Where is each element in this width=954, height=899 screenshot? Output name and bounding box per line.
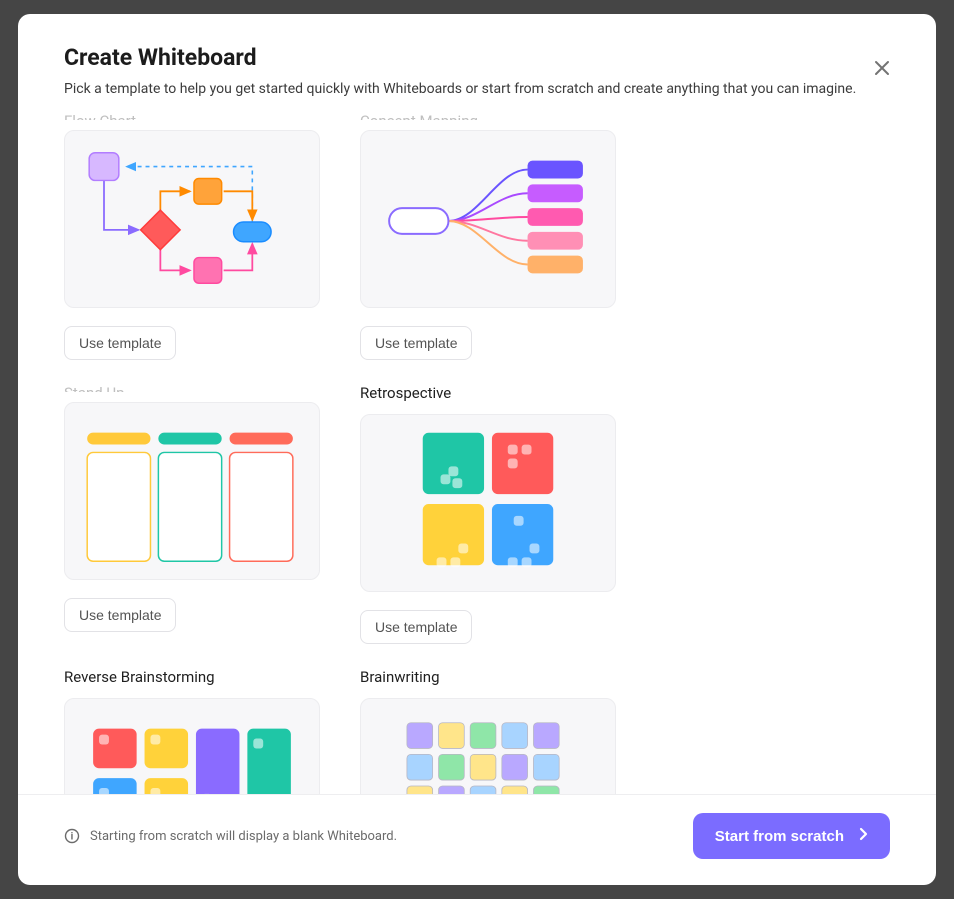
start-from-scratch-label: Start from scratch (715, 828, 844, 845)
close-button[interactable] (870, 58, 894, 82)
template-title: Reverse Brainstorming (64, 668, 320, 686)
chevron-right-icon (858, 827, 868, 845)
template-title: Concept Mapping (360, 112, 616, 120)
template-preview[interactable] (64, 130, 320, 308)
use-template-button[interactable]: Use template (360, 326, 472, 360)
modal-subtitle: Pick a template to help you get started … (64, 81, 890, 97)
template-preview[interactable] (64, 402, 320, 580)
template-title: Flow Chart (64, 112, 320, 120)
start-from-scratch-button[interactable]: Start from scratch (693, 813, 890, 859)
modal-title: Create Whiteboard (64, 44, 890, 71)
create-whiteboard-modal: Create Whiteboard Pick a template to hel… (18, 14, 936, 885)
template-concept-mapping: Concept Mapping Use template (360, 112, 616, 360)
modal-header: Create Whiteboard Pick a template to hel… (18, 14, 936, 112)
modal-footer: i Starting from scratch will display a b… (18, 794, 936, 885)
svg-text:i: i (71, 832, 74, 843)
template-flow-chart: Flow Chart Use template (64, 112, 320, 360)
footer-note: i Starting from scratch will display a b… (64, 828, 397, 844)
templates-scroll-area[interactable]: Flow Chart Use template Concept Mapping Use… (18, 112, 936, 794)
template-title: Brainwriting (360, 668, 616, 686)
template-title: Stand Up (64, 384, 320, 392)
use-template-button[interactable]: Use template (64, 598, 176, 632)
close-icon (874, 60, 890, 80)
template-title: Retrospective (360, 384, 616, 402)
template-stand-up: Stand Up Use template (64, 384, 320, 644)
use-template-button[interactable]: Use template (360, 610, 472, 644)
template-retrospective: Retrospective Use template (360, 384, 616, 644)
templates-grid: Flow Chart Use template Concept Mapping Use… (64, 112, 890, 794)
info-icon: i (64, 828, 80, 844)
template-reverse-brainstorming: Reverse BrainstormingUse template (64, 668, 320, 794)
use-template-button[interactable]: Use template (64, 326, 176, 360)
template-preview[interactable] (360, 698, 616, 794)
template-preview[interactable] (64, 698, 320, 794)
template-preview[interactable] (360, 414, 616, 592)
footer-note-text: Starting from scratch will display a bla… (90, 829, 397, 844)
template-preview[interactable] (360, 130, 616, 308)
template-brainwriting: BrainwritingUse template (360, 668, 616, 794)
